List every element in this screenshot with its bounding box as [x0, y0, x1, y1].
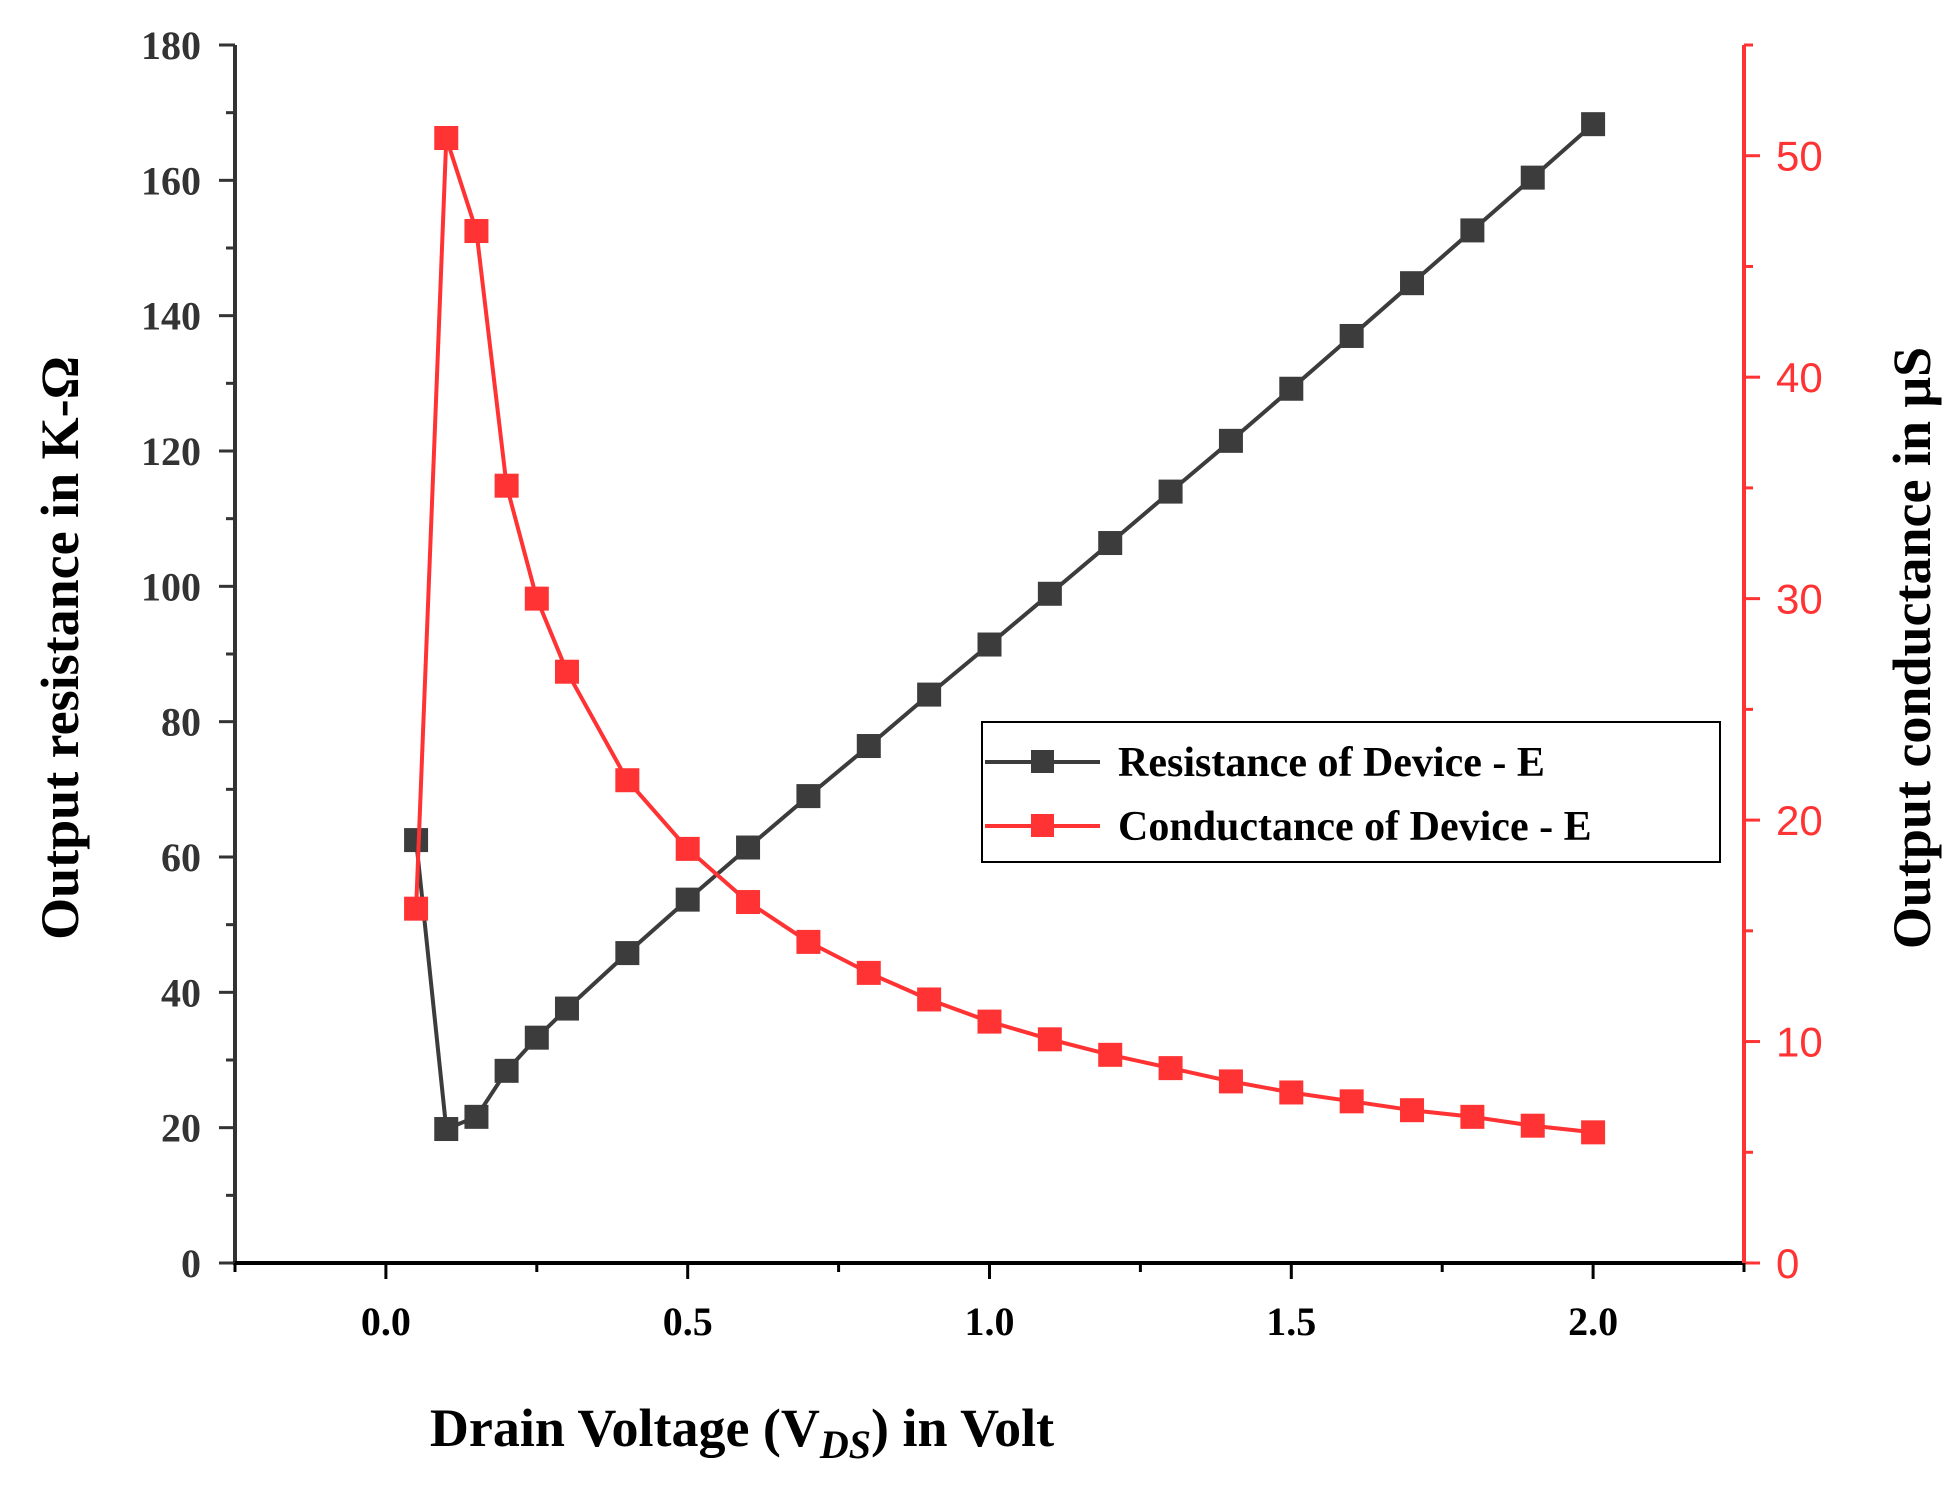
y-right-tick-label: 0 — [1776, 1240, 1799, 1287]
resistance-point — [1460, 218, 1485, 243]
x-tick-label: 1.0 — [965, 1299, 1015, 1344]
resistance-point — [736, 835, 761, 860]
resistance-point — [404, 828, 429, 853]
resistance-point — [856, 734, 881, 759]
x-tick-label: 0.0 — [361, 1299, 411, 1344]
conductance-point — [494, 473, 519, 498]
y-right-axis-title: Output conductance in μS — [1882, 347, 1942, 949]
conductance-point — [1098, 1042, 1123, 1067]
resistance-point — [464, 1104, 489, 1129]
conductance-point — [1037, 1027, 1062, 1052]
resistance-point — [524, 1025, 549, 1050]
conductance-point — [615, 768, 640, 793]
conductance-point — [404, 896, 429, 921]
legend-box — [981, 721, 1721, 863]
y-left-tick-label: 60 — [161, 835, 201, 880]
y-left-tick-label: 140 — [141, 294, 201, 339]
resistance-point — [796, 784, 821, 809]
resistance-point — [1218, 428, 1243, 453]
x-tick-label: 1.5 — [1266, 1299, 1316, 1344]
conductance-point — [434, 126, 459, 151]
conductance-point — [554, 659, 579, 684]
conductance-point — [796, 929, 821, 954]
resistance-point — [1520, 165, 1545, 190]
y-left-tick-label: 180 — [141, 23, 201, 68]
resistance-point — [977, 632, 1002, 657]
legend-conductance-label: Conductance of Device - E — [1118, 804, 1592, 850]
resistance-point — [1098, 531, 1123, 556]
data-marks — [404, 112, 1606, 1145]
resistance-point — [675, 887, 700, 912]
conductance-point — [917, 987, 942, 1012]
conductance-point — [1581, 1120, 1606, 1145]
resistance-point — [615, 941, 640, 966]
resistance-point — [434, 1117, 459, 1142]
axes: 0 20 40 60 80 100 120 140 160 180 0 10 20 30 40 50 0.0 0.… — [141, 23, 1823, 1344]
y-left-tick-label: 80 — [161, 700, 201, 745]
resistance-point — [1037, 581, 1062, 606]
resistance-point — [1339, 323, 1364, 348]
resistance-point — [1581, 112, 1606, 137]
y-left-tick-label: 0 — [181, 1241, 201, 1286]
y-left-tick-label: 100 — [141, 564, 201, 609]
y-right-tick-label: 30 — [1776, 576, 1823, 623]
conductance-point — [1339, 1089, 1364, 1114]
conductance-point — [1158, 1056, 1183, 1081]
conductance-point — [1460, 1104, 1485, 1129]
resistance-point — [1158, 479, 1183, 504]
y-right-tick-label: 20 — [1776, 797, 1823, 844]
x-tick-label: 0.5 — [663, 1299, 713, 1344]
conductance-point — [1400, 1098, 1425, 1123]
y-right-tick-label: 40 — [1776, 354, 1823, 401]
resistance-point — [1279, 376, 1304, 401]
conductance-point — [1520, 1113, 1545, 1138]
y-left-axis-title: Output resistance in K-Ω — [30, 356, 90, 940]
resistance-point — [917, 682, 942, 707]
resistance-point — [494, 1058, 519, 1083]
conductance-point — [524, 586, 549, 611]
y-left-tick-label: 120 — [141, 429, 201, 474]
conductance-point — [977, 1009, 1002, 1034]
y-left-tick-label: 40 — [161, 970, 201, 1015]
resistance-point — [1400, 271, 1425, 296]
conductance-point — [736, 890, 761, 915]
y-right-tick-label: 10 — [1776, 1019, 1823, 1066]
legend-resistance-label: Resistance of Device - E — [1118, 740, 1545, 786]
x-tick-label: 2.0 — [1568, 1299, 1618, 1344]
y-left-tick-label: 20 — [161, 1106, 201, 1151]
conductance-point — [464, 219, 489, 244]
conductance-point — [675, 836, 700, 861]
conductance-point — [1218, 1069, 1243, 1094]
legend-conductance-marker — [1031, 814, 1054, 837]
conductance-point — [1279, 1080, 1304, 1105]
y-right-tick-label: 50 — [1776, 133, 1823, 180]
y-left-tick-label: 160 — [141, 158, 201, 203]
resistance-point — [554, 996, 579, 1021]
legend-resistance-marker — [1031, 750, 1054, 773]
legend: Resistance of Device - E Conductance of … — [981, 721, 1721, 863]
x-axis-title: Drain Voltage (VDS) in Volt — [430, 1398, 1054, 1467]
conductance-point — [856, 960, 881, 985]
